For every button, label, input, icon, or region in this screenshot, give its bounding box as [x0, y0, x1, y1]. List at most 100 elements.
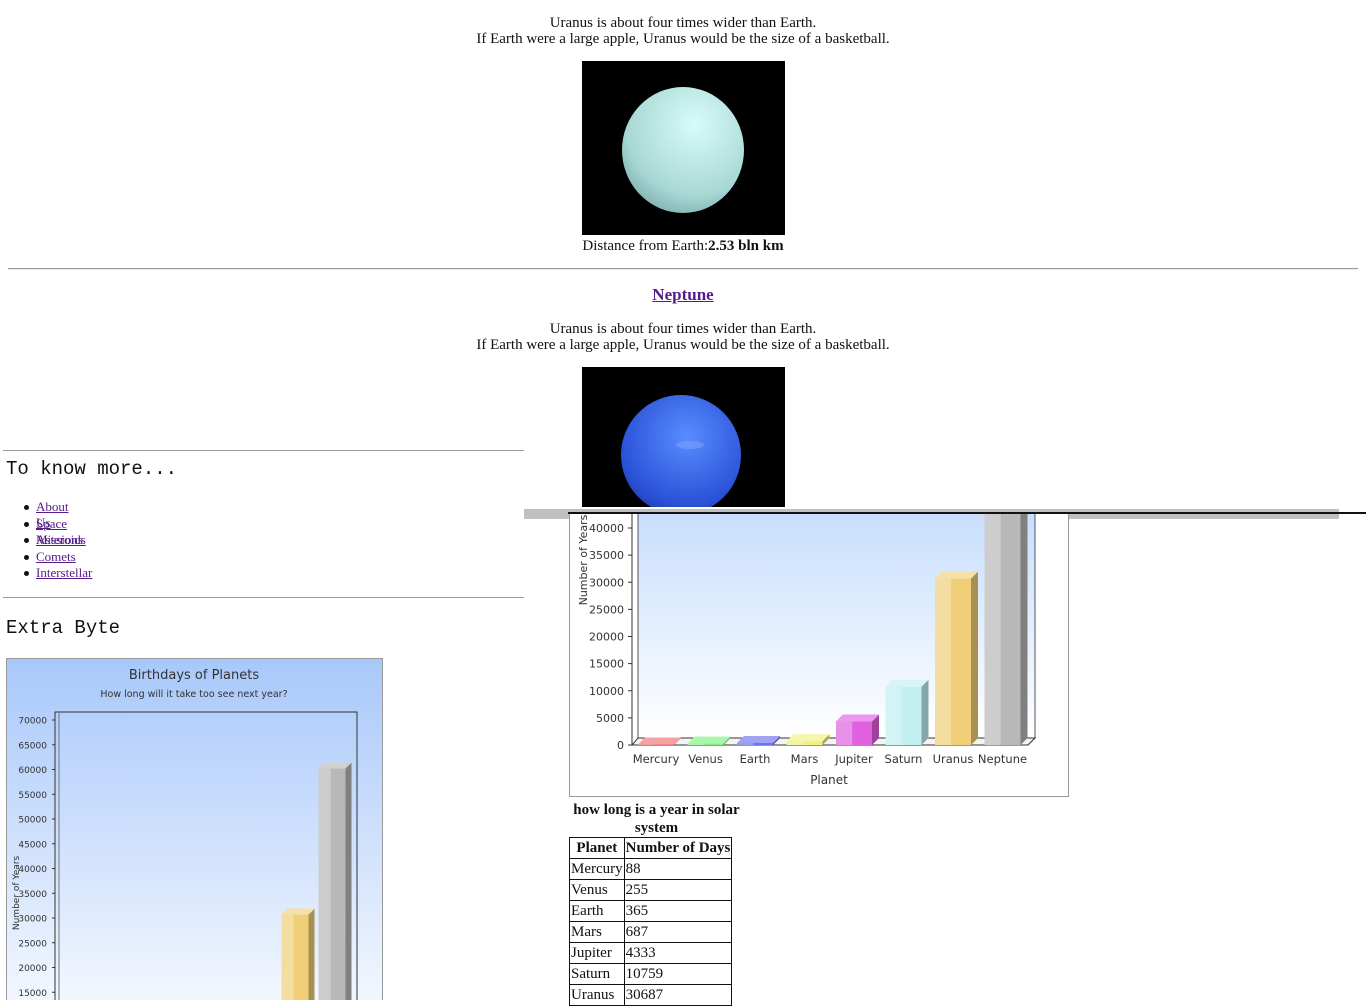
- bar-group: [886, 680, 929, 745]
- bar-shine: [836, 721, 852, 745]
- nav-link[interactable]: Comets: [36, 549, 76, 564]
- bar-group: [638, 738, 681, 745]
- table-cell: Jupiter: [570, 943, 625, 964]
- distance-label: Distance from Earth:: [582, 238, 708, 254]
- bar-top-shine: [638, 738, 681, 745]
- y-tick-label: 60000: [18, 766, 47, 776]
- bar-group: [688, 737, 731, 745]
- distance-value: 2.53 bln km: [708, 238, 783, 254]
- y-tick-label: 20000: [18, 964, 47, 974]
- neptune-link[interactable]: Neptune: [652, 285, 713, 304]
- y-tick-label: 50000: [18, 816, 47, 826]
- bar-shine: [737, 743, 753, 745]
- table-cell: 255: [624, 880, 732, 901]
- x-tick-label: Jupiter: [834, 752, 873, 766]
- bar-group: [282, 909, 315, 1000]
- birthdays-chart: Birthdays of Planets How long will it ta…: [6, 658, 383, 1000]
- chart-subtitle: How long will it take too see next year?: [100, 689, 287, 700]
- divider: [8, 268, 1358, 270]
- link-item: Asteroids: [36, 532, 86, 548]
- x-tick-label: Mars: [791, 752, 819, 766]
- bar-top-shine: [886, 680, 929, 687]
- bar-shine: [282, 915, 294, 1000]
- x-tick-label: Saturn: [885, 752, 923, 766]
- y-tick-label: 25000: [589, 603, 624, 616]
- header-cell: Planet: [570, 838, 625, 859]
- table-cell: 10759: [624, 964, 732, 985]
- bar-shine: [886, 687, 902, 745]
- x-tick-label: Venus: [688, 752, 723, 766]
- x-tick-label: Mercury: [633, 752, 680, 766]
- year-chart: Number of Years Planet 05000100001500020…: [569, 514, 1069, 797]
- x-axis-label: Planet: [810, 773, 848, 787]
- bar-side-shade: [971, 572, 978, 745]
- y-tick-label: 20000: [589, 631, 624, 644]
- y-tick-label: 15000: [589, 658, 624, 671]
- y-tick-label: 40000: [18, 865, 47, 875]
- table-cell: 30687: [624, 985, 732, 1006]
- uranus-image: [582, 61, 785, 235]
- y-tick-label: 65000: [18, 741, 47, 751]
- neptune-image: [582, 367, 785, 507]
- y-tick-label: 35000: [18, 890, 47, 900]
- bar-side-shade: [309, 909, 315, 1000]
- nav-link[interactable]: Asteroids: [36, 532, 86, 547]
- bar-top-shine: [836, 714, 879, 721]
- table-cell: 88: [624, 859, 732, 880]
- y-tick-label: 5000: [596, 712, 624, 725]
- x-tick-label: Earth: [740, 752, 771, 766]
- bar-group: [737, 736, 780, 745]
- table-caption: how long is a year in solar system: [569, 801, 744, 837]
- bar-shine: [319, 769, 331, 1000]
- bar-group: [787, 734, 830, 745]
- table-cell: 4333: [624, 943, 732, 964]
- link-item: Comets: [36, 549, 76, 565]
- bar-side-shade: [1021, 514, 1028, 745]
- header-cell: Number of Days: [624, 838, 732, 859]
- table-cell: 687: [624, 922, 732, 943]
- bar-shine: [935, 579, 951, 745]
- y-tick-label: 15000: [18, 989, 47, 999]
- sidebar-heading: To know more...: [6, 458, 177, 480]
- uranus-line: Uranus is about four times wider than Ea…: [0, 15, 1366, 31]
- y-tick-label: 45000: [18, 840, 47, 850]
- divider: [3, 450, 524, 451]
- bar-shine: [688, 744, 704, 745]
- y-tick-label: 40000: [589, 522, 624, 535]
- distance: Distance from Earth:2.53 bln km: [0, 238, 1366, 254]
- bar-top-shine: [737, 736, 780, 743]
- bar-group: [935, 572, 978, 745]
- bar-group: [319, 763, 352, 1000]
- neptune-line: If Earth were a large apple, Uranus woul…: [0, 337, 1366, 353]
- extra-heading: Extra Byte: [6, 617, 120, 639]
- divider: [3, 597, 524, 598]
- neptune-line: Uranus is about four times wider than Ea…: [0, 321, 1366, 337]
- table-cell: Mercury: [570, 859, 625, 880]
- y-tick-label: 70000: [18, 717, 47, 727]
- y-tick-label: 30000: [18, 915, 47, 925]
- x-tick-label: Uranus: [933, 752, 974, 766]
- bar-shine: [787, 741, 803, 745]
- y-tick-label: 35000: [589, 549, 624, 562]
- bar-top-shine: [688, 737, 731, 744]
- y-tick-label: 10000: [589, 685, 624, 698]
- table-cell: 365: [624, 901, 732, 922]
- table-cell: Uranus: [570, 985, 625, 1006]
- link-item: Interstellar: [36, 565, 92, 581]
- nav-link[interactable]: Interstellar: [36, 565, 92, 580]
- y-tick-label: 25000: [18, 939, 47, 949]
- y-tick-label: 0: [617, 739, 624, 752]
- uranus-line: If Earth were a large apple, Uranus woul…: [0, 31, 1366, 47]
- bar-top-shine: [787, 734, 830, 741]
- bar-group: [985, 514, 1028, 745]
- table-cell: Venus: [570, 880, 625, 901]
